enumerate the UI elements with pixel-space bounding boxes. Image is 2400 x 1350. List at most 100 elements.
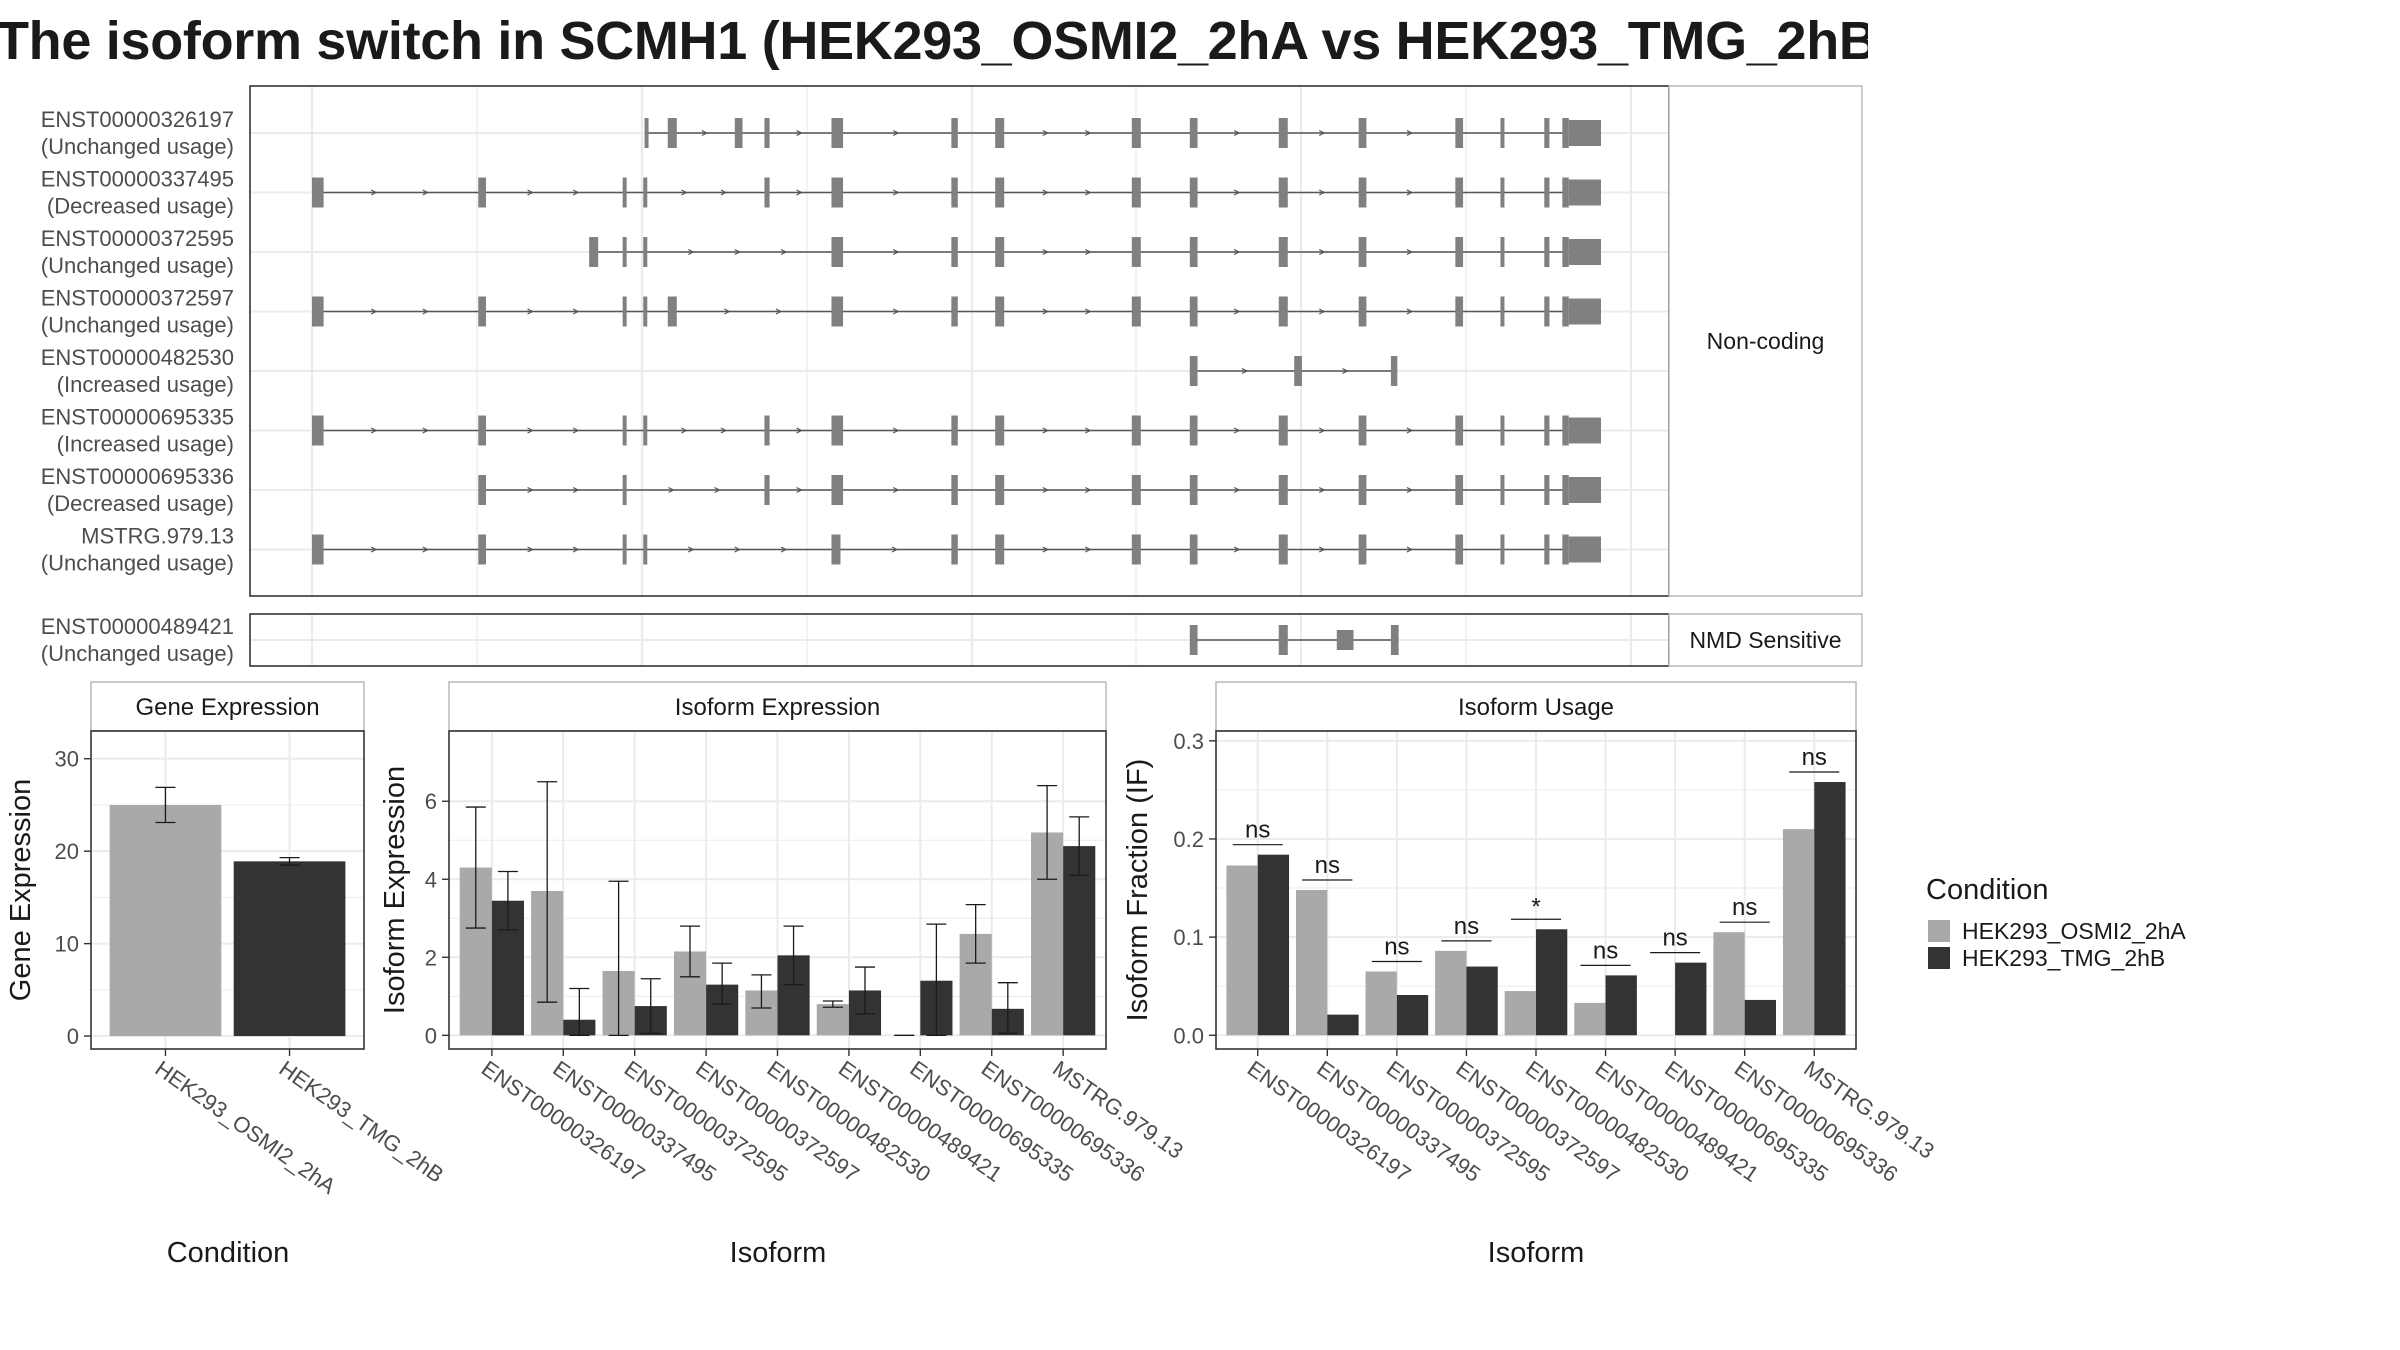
panel-3-ytick-label: 0.1 xyxy=(1173,925,1204,950)
transcript-8-exon xyxy=(478,534,487,565)
transcript-4-exon xyxy=(1278,296,1288,327)
panel-3-significance-label: ns xyxy=(1384,933,1409,960)
transcript-id-label: ENST00000372595 xyxy=(41,226,234,251)
transcript-1-exon xyxy=(1562,118,1569,148)
transcript-8-intron-arrow xyxy=(1318,546,1326,553)
transcript-3-exon xyxy=(643,237,648,267)
nmd-exon xyxy=(1390,625,1399,655)
transcript-4-exon xyxy=(478,296,487,327)
transcript-6-intron-arrow xyxy=(1233,427,1241,434)
transcript-id-label: ENST00000695336 xyxy=(41,464,234,489)
transcript-2-exon xyxy=(312,177,324,208)
panel-3-bar xyxy=(1435,950,1467,1036)
transcript-3-intron-arrow xyxy=(892,248,900,256)
transcript-2-exon xyxy=(764,177,770,208)
transcript-6-exon xyxy=(1358,415,1367,446)
transcript-6-exon xyxy=(643,415,648,446)
transcript-3-intron-arrow xyxy=(687,248,695,256)
panel-3-x-axis-title: Isoform xyxy=(1488,1237,1585,1269)
transcript-4-exon xyxy=(995,296,1005,327)
transcript-4-exon xyxy=(1358,296,1367,327)
transcript-1-exon xyxy=(951,118,958,148)
transcript-8-intron-arrow xyxy=(422,546,430,553)
transcript-4-exon xyxy=(1568,298,1601,325)
figure-title: The isoform switch in SCMH1 (HEK293_OSMI… xyxy=(0,11,1868,71)
transcript-2-exon xyxy=(1358,177,1367,208)
transcript-6-intron-arrow xyxy=(796,427,803,434)
transcript-7-exon xyxy=(478,475,487,505)
transcript-3-intron-arrow xyxy=(1042,248,1050,256)
transcript-8-intron-arrow xyxy=(527,546,534,553)
transcript-6-intron-arrow xyxy=(892,427,900,434)
transcript-8-exon xyxy=(1568,536,1601,563)
transcript-2-exon xyxy=(643,177,648,208)
transcript-7-exon xyxy=(1189,475,1198,505)
transcript-7-exon xyxy=(1544,475,1550,505)
transcript-4-intron-arrow xyxy=(775,308,783,315)
transcript-2-exon xyxy=(1568,179,1601,206)
transcript-4-exon xyxy=(667,296,677,327)
transcript-5-intron-arrow xyxy=(1241,367,1249,375)
transcript-7-exon xyxy=(764,475,770,505)
transcript-1-exon xyxy=(831,118,844,148)
panel-3-significance-label: ns xyxy=(1662,925,1687,952)
transcript-7-exon xyxy=(831,475,844,505)
transcript-6-exon xyxy=(1568,417,1601,444)
facet-strip-nmd xyxy=(1668,613,1863,667)
transcript-4-exon xyxy=(1544,296,1550,327)
transcript-6-exon xyxy=(478,415,487,446)
transcript-7-intron-arrow xyxy=(1085,486,1092,494)
transcript-8-exon xyxy=(1278,534,1288,565)
panel-2-ytick-label: 2 xyxy=(425,945,437,970)
panel-3-significance-label: ns xyxy=(1454,913,1479,940)
transcript-4-exon xyxy=(643,296,648,327)
transcript-id-label: MSTRG.979.13 xyxy=(81,524,234,549)
transcript-1-intron-arrow xyxy=(892,129,900,137)
transcript-7-exon xyxy=(995,475,1005,505)
transcript-8-exon xyxy=(1131,534,1141,565)
transcript-3-exon xyxy=(1278,237,1288,267)
transcript-7-exon xyxy=(1500,475,1505,505)
transcript-8-exon xyxy=(1544,534,1550,565)
transcript-1-exon xyxy=(1568,120,1601,146)
transcript-usage-label: (Decreased usage) xyxy=(47,194,234,219)
panel-3-significance-label: ns xyxy=(1315,852,1340,879)
transcript-id-label: ENST00000372597 xyxy=(41,286,234,311)
transcript-4-exon xyxy=(1131,296,1141,327)
transcript-3-exon xyxy=(1455,237,1464,267)
transcript-2-exon xyxy=(1544,177,1550,208)
transcript-2-intron-arrow xyxy=(572,189,580,196)
transcript-4-exon xyxy=(622,296,627,327)
transcript-2-intron-arrow xyxy=(796,189,803,196)
transcript-8-intron-arrow xyxy=(734,546,742,553)
panel-3-bar xyxy=(1466,966,1498,1036)
transcript-6-intron-arrow xyxy=(1406,427,1414,434)
transcript-1-exon xyxy=(644,118,649,148)
transcript-5-exon xyxy=(1294,356,1302,386)
nmd-exon xyxy=(1278,625,1288,655)
transcript-1-exon xyxy=(1131,118,1141,148)
transcript-1-intron-arrow xyxy=(1085,129,1092,137)
transcript-2-intron-arrow xyxy=(370,189,378,196)
transcript-7-exon xyxy=(622,475,627,505)
transcript-8-exon xyxy=(831,534,841,565)
nmd-exon xyxy=(1336,630,1354,650)
transcript-3-intron-arrow xyxy=(1406,248,1414,256)
transcript-usage-label: (Unchanged usage) xyxy=(41,253,234,278)
transcript-7-exon xyxy=(1568,477,1601,503)
transcript-3-exon xyxy=(1358,237,1367,267)
transcript-8-intron-arrow xyxy=(891,546,899,553)
transcript-1-exon xyxy=(1278,118,1288,148)
transcript-1-intron-arrow xyxy=(701,129,709,137)
panel-1-ytick-label: 10 xyxy=(55,932,79,957)
transcript-3-exon xyxy=(1189,237,1198,267)
transcript-6-exon xyxy=(995,415,1005,446)
transcript-8-exon xyxy=(1562,534,1569,565)
transcript-6-intron-arrow xyxy=(720,427,728,434)
transcript-8-exon xyxy=(1189,534,1198,565)
transcript-3-exon xyxy=(589,237,599,267)
transcript-1-intron-arrow xyxy=(1042,129,1050,137)
transcript-8-exon xyxy=(1500,534,1505,565)
transcript-6-exon xyxy=(1455,415,1464,446)
panel-2-strip-title: Isoform Expression xyxy=(675,694,880,721)
